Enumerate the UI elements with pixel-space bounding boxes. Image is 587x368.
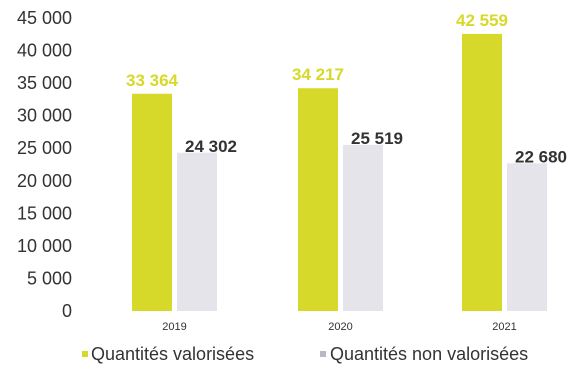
legend-label: Quantités valorisées	[91, 344, 254, 364]
y-tick-label: 35 000	[17, 73, 72, 93]
bar-non-valorisees	[177, 152, 217, 311]
bar-valorisees	[132, 93, 172, 311]
bar-non-valorisees	[343, 144, 383, 311]
y-tick-label: 20 000	[17, 171, 72, 191]
data-label: 34 217	[292, 65, 344, 84]
y-tick-label: 45 000	[17, 8, 72, 28]
x-category-label: 2020	[328, 321, 352, 333]
y-tick-label: 30 000	[17, 106, 72, 126]
y-tick-label: 10 000	[17, 236, 72, 256]
data-label: 22 680	[515, 147, 567, 166]
y-tick-label: 40 000	[17, 41, 72, 61]
y-tick-label: 15 000	[17, 203, 72, 223]
legend-label: Quantités non valorisées	[330, 344, 528, 364]
data-label: 24 302	[185, 137, 237, 156]
bar-valorisees	[462, 33, 502, 312]
x-category-label: 2021	[492, 321, 516, 333]
y-tick-label: 0	[62, 301, 72, 321]
data-label: 25 519	[351, 129, 403, 148]
data-label: 42 559	[456, 11, 508, 30]
y-tick-label: 25 000	[17, 138, 72, 158]
data-label: 33 364	[126, 71, 179, 90]
legend-marker	[82, 351, 88, 357]
bar-valorisees	[298, 88, 338, 311]
y-tick-label: 5 000	[27, 268, 72, 288]
legend-marker	[320, 351, 326, 357]
x-category-label: 2019	[162, 321, 186, 333]
bar-non-valorisees	[507, 163, 547, 311]
